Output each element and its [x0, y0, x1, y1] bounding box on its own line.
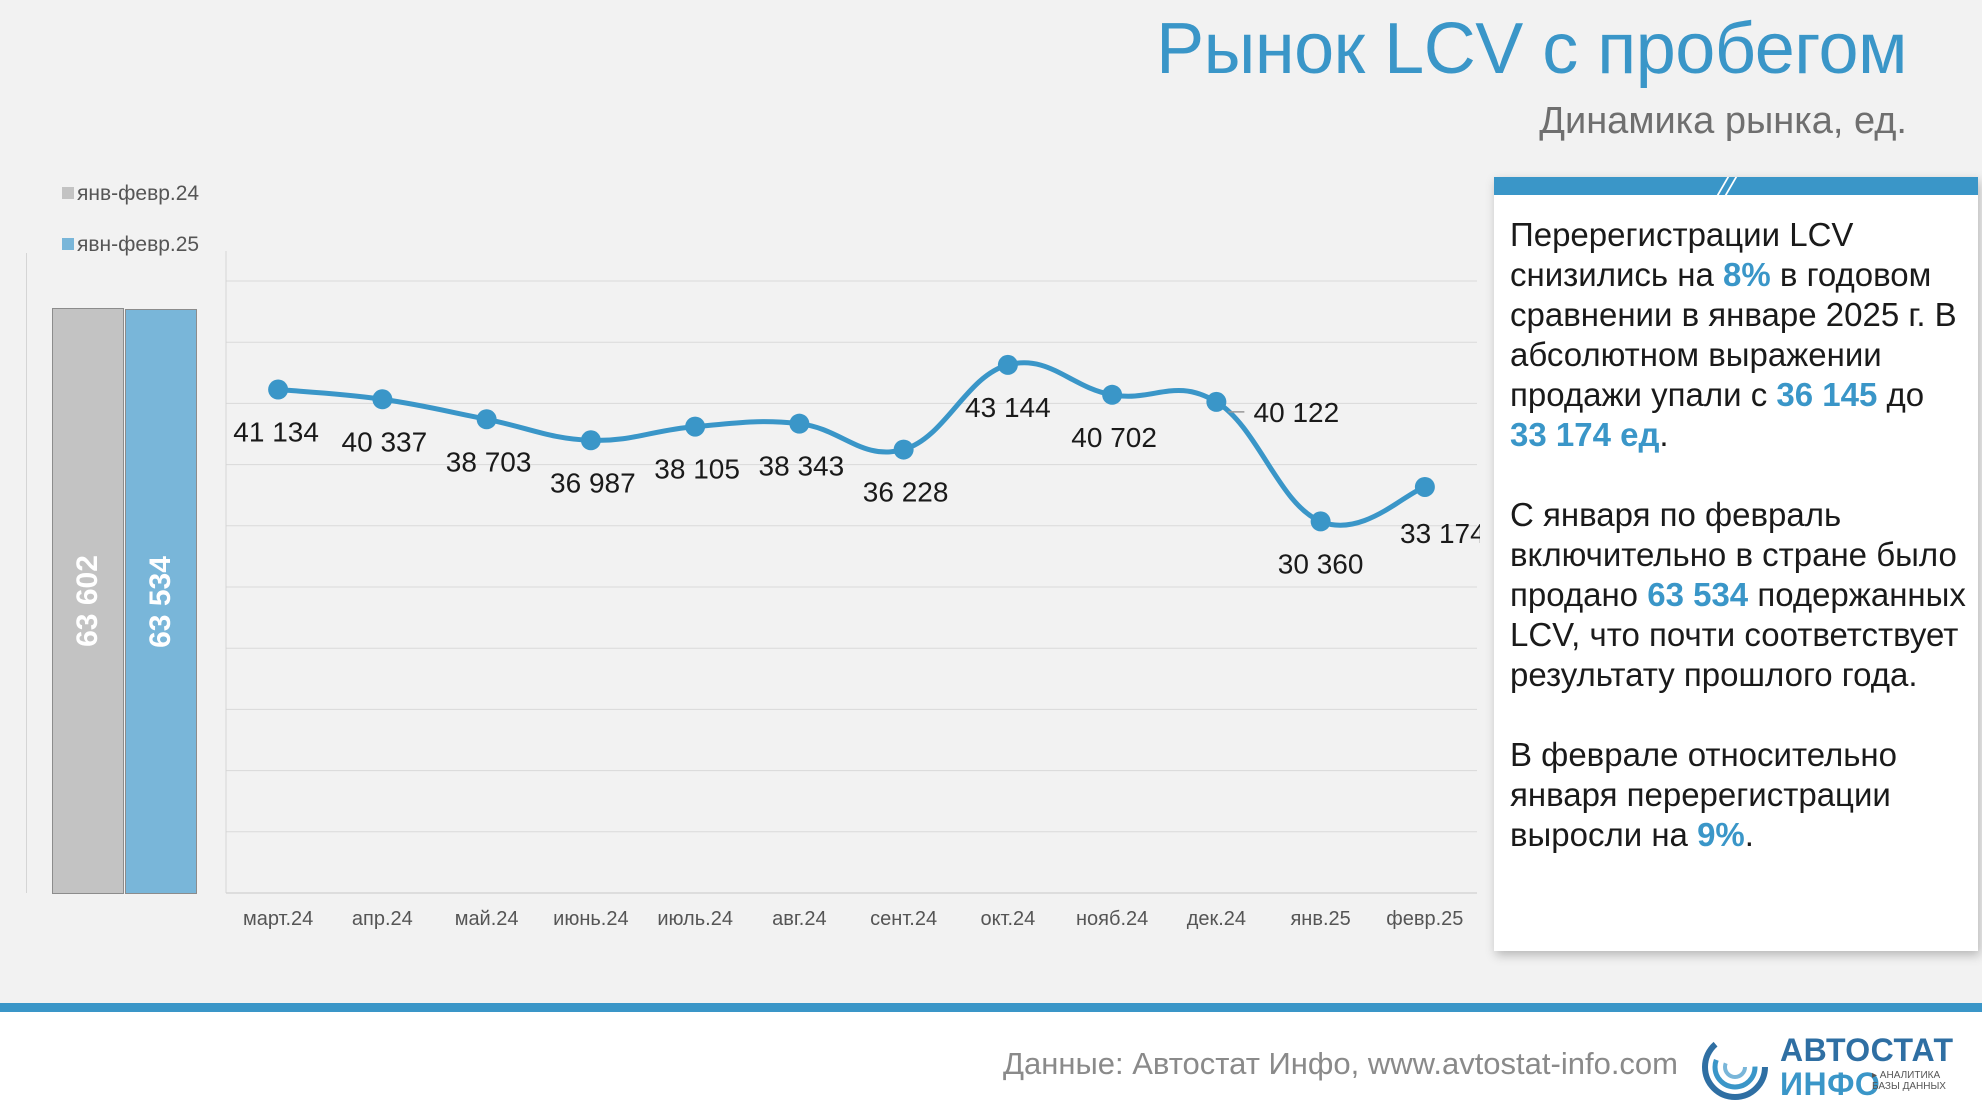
data-label: 36 987 [550, 467, 636, 498]
legend-item-curr: явн-февр.25 [62, 233, 199, 257]
data-point [685, 416, 706, 437]
data-point [1310, 511, 1331, 532]
x-tick-label: янв.25 [1290, 908, 1350, 930]
data-label: 38 343 [759, 451, 845, 482]
logo-tagline: ▸ АНАЛИТИКА БАЗЫ ДАННЫХ [1872, 1070, 1946, 1092]
footer-rule [0, 1003, 1982, 1012]
data-label: 36 228 [863, 477, 949, 508]
x-tick-label: май.24 [455, 908, 519, 930]
data-point [372, 389, 393, 410]
data-label: 40 702 [1071, 422, 1157, 453]
data-point [789, 413, 810, 434]
data-point [476, 409, 497, 430]
legend-label-prev: янв-февр.24 [77, 182, 200, 205]
logo-swirl-icon [1702, 1034, 1768, 1100]
data-label: 41 134 [233, 417, 319, 448]
card-paragraph-3: В феврале относительно января перерегист… [1510, 736, 1897, 853]
data-label: 40 122 [1254, 397, 1340, 428]
data-label: 38 703 [446, 446, 532, 477]
data-source: Данные: Автостат Инфо, www.avtostat-info… [1003, 1046, 1678, 1081]
x-tick-label: сент.24 [870, 908, 937, 930]
data-point [268, 379, 289, 400]
legend-swatch-prev [62, 187, 74, 199]
x-tick-label: нояб.24 [1076, 908, 1148, 930]
data-label: 33 174 [1400, 518, 1480, 549]
legend-label-curr: явн-февр.25 [77, 233, 200, 256]
data-point [580, 430, 601, 451]
x-tick-label: апр.24 [352, 908, 413, 930]
x-tick-label: февр.25 [1386, 908, 1463, 930]
x-tick-label: авг.24 [772, 908, 826, 930]
logo-text-main: АВТОСТАТ [1780, 1032, 1954, 1068]
card-text: Перерегистрации LCV снизились на 8% в го… [1510, 215, 1968, 895]
data-label: 43 144 [965, 392, 1051, 423]
bar-axis-line [26, 253, 27, 893]
info-card: Перерегистрации LCV снизились на 8% в го… [1494, 177, 1978, 951]
card-paragraph-2: С января по февраль включительно в стран… [1510, 496, 1966, 693]
series-line [275, 360, 1428, 528]
line-chart: 41 134 март.24 40 337 апр.24 38 703 май.24 36 … [225, 251, 1480, 930]
data-point [1414, 476, 1435, 497]
data-point [1102, 384, 1123, 405]
avtostat-logo: АВТОСТАТ ИНФО ▸ АНАЛИТИКА БАЗЫ ДАННЫХ [1700, 1028, 1960, 1108]
data-point [1206, 391, 1227, 412]
data-label: 40 337 [342, 426, 428, 457]
legend-item-prev: янв-февр.24 [62, 182, 199, 206]
card-accent-bar [1494, 177, 1978, 195]
card-paragraph-1: Перерегистрации LCV снизились на 8% в го… [1510, 216, 1957, 453]
legend-swatch-curr [62, 238, 74, 250]
page-title: Рынок LCV с пробегом [1156, 9, 1907, 89]
logo-text-sub: ИНФО [1780, 1066, 1881, 1102]
x-tick-label: дек.24 [1187, 908, 1246, 930]
bar-jan-feb-24: 63 602 [52, 308, 124, 894]
x-tick-label: март.24 [243, 908, 313, 930]
x-tick-label: июнь.24 [553, 908, 628, 930]
x-tick-label: окт.24 [980, 908, 1035, 930]
bar-jan-feb-25: 63 534 [125, 309, 197, 894]
page-subtitle: Динамика рынка, ед. [1539, 100, 1907, 142]
data-label: 30 360 [1278, 548, 1364, 579]
data-point [893, 439, 914, 460]
footer [0, 1012, 1982, 1120]
x-tick-label: июль.24 [657, 908, 733, 930]
data-label: 38 105 [654, 454, 740, 485]
data-point [997, 354, 1018, 375]
